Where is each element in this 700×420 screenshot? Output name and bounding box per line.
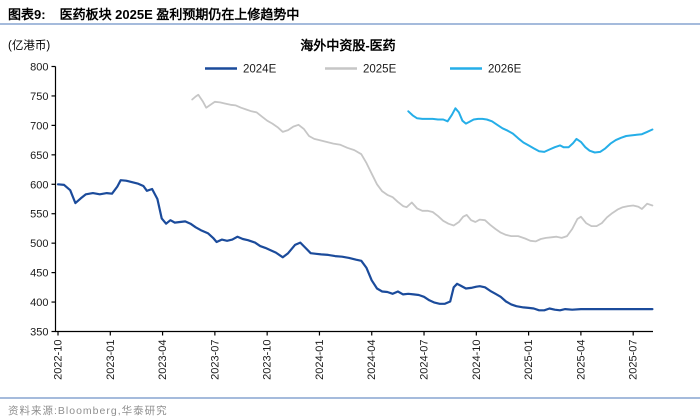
x-tick-label: 2023-01: [105, 340, 117, 380]
y-tick-label: 400: [30, 297, 48, 309]
x-tick-label: 2023-10: [262, 340, 274, 380]
y-tick-label: 750: [30, 91, 48, 103]
figure-header: 图表9: 医药板块 2025E 盈利预期仍在上修趋势中: [8, 4, 692, 23]
y-tick-label: 450: [30, 268, 48, 280]
axis-line: [54, 66, 653, 333]
x-tick-label: 2025-01: [523, 340, 535, 380]
x-tick-label: 2023-07: [209, 340, 221, 380]
series-line-2024e: [56, 179, 654, 312]
header-divider: [0, 23, 700, 25]
y-tick-label: 500: [30, 238, 48, 250]
y-tick-label: 700: [30, 120, 48, 132]
chart-title: 海外中资股-医药: [300, 38, 395, 53]
legend-label-2026e: 2026E: [488, 64, 522, 76]
legend-label-2024e: 2024E: [243, 64, 277, 76]
line-chart: (亿港币) 海外中资股-医药 350 400 450 500 550 600 650 700 7…: [8, 38, 654, 380]
legend: 2024E 2025E 2026E: [205, 64, 522, 76]
x-tick-label: 2025-04: [575, 340, 587, 380]
series-line-2025e: [191, 93, 654, 243]
legend-label-2025e: 2025E: [363, 64, 397, 76]
y-tick-label: 800: [30, 62, 48, 74]
y-tick-label: 650: [30, 150, 48, 162]
axes: 350 400 450 500 550 600 650 700 750 800 2022-10 202…: [30, 62, 653, 380]
figure-title: 医药板块 2025E 盈利预期仍在上修趋势中: [59, 7, 300, 22]
series-lines: [56, 93, 654, 312]
x-tick-label: 2022-10: [53, 340, 65, 380]
y-tick-label: 600: [30, 179, 48, 191]
footer-divider: [0, 397, 700, 399]
figure-label: 图表9:: [8, 7, 46, 22]
x-tick-label: 2024-07: [419, 340, 431, 380]
x-tick-label: 2024-01: [314, 340, 326, 380]
y-axis-unit-label: (亿港币): [8, 39, 50, 52]
x-tick-label: 2024-10: [471, 340, 483, 380]
y-tick-label: 350: [30, 327, 48, 339]
source-note: 资料来源:Bloomberg,华泰研究: [8, 405, 168, 417]
x-tick-label: 2023-04: [157, 340, 169, 380]
y-tick-label: 550: [30, 209, 48, 221]
series-line-2026e: [407, 107, 654, 154]
x-tick-label: 2025-07: [628, 340, 640, 380]
x-tick-label: 2024-04: [366, 340, 378, 380]
